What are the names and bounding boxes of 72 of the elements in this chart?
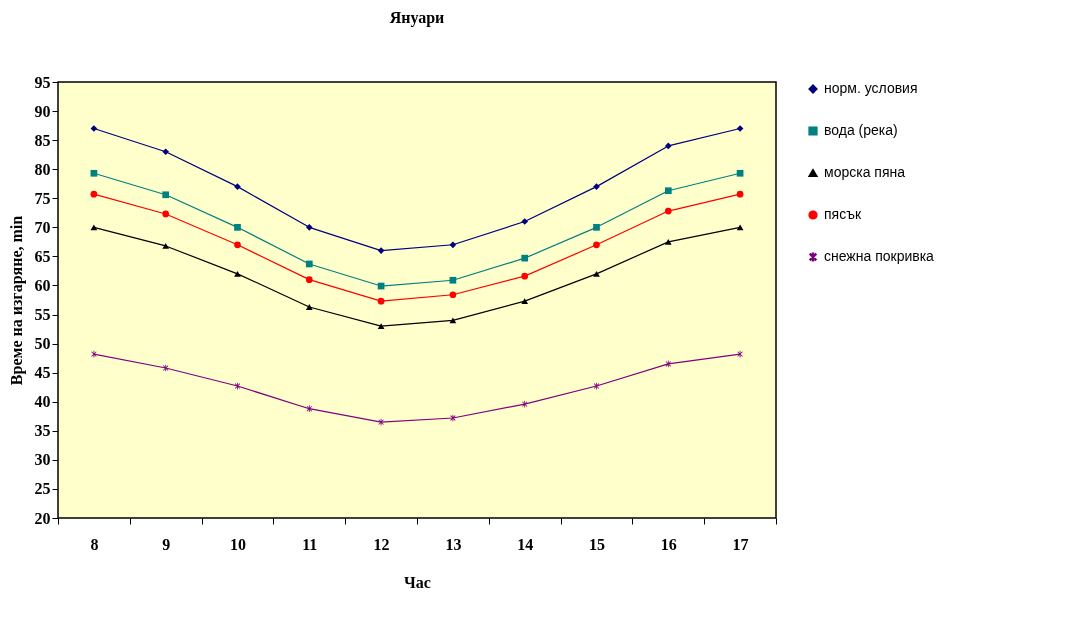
point: [377, 247, 385, 254]
point: [521, 218, 529, 225]
y-tick-label: 60: [34, 276, 51, 294]
point: [377, 297, 385, 305]
x-tick-label: 12: [373, 535, 390, 553]
point: [736, 169, 744, 177]
y-tick-label: 50: [34, 335, 51, 353]
point: [305, 304, 313, 310]
point: [90, 190, 98, 198]
point: [593, 183, 600, 190]
point: [664, 238, 672, 245]
point: [521, 254, 529, 262]
point: [449, 276, 457, 284]
x-tick-label: 15: [589, 535, 605, 553]
y-tick-label: 55: [34, 306, 51, 324]
x-tick-label: 9: [162, 535, 171, 553]
y-tick-label: 45: [34, 364, 51, 382]
point: [593, 223, 600, 231]
point: [234, 270, 241, 277]
y-tick-label: 85: [34, 131, 51, 149]
y-axis-title: Време на изгаряне, min: [7, 215, 26, 386]
x-tick-label: 13: [445, 535, 462, 553]
point: [736, 190, 744, 198]
y-tick-label: 35: [34, 422, 51, 440]
point: [521, 272, 529, 280]
x-tick-label: 11: [302, 535, 318, 553]
point: [305, 276, 313, 283]
chart-title: Януари: [389, 9, 445, 27]
point: [305, 223, 313, 231]
legend-label: морска пяна: [824, 164, 906, 180]
point: [234, 241, 241, 249]
point: [664, 207, 672, 215]
point: [90, 169, 98, 177]
y-tick-label: 95: [34, 73, 51, 91]
y-tick-label: 25: [34, 480, 51, 498]
point: [234, 183, 241, 190]
point: [162, 210, 170, 218]
point: [593, 270, 600, 277]
legend-label: вода (река): [824, 122, 898, 138]
y-tick-label: 20: [34, 509, 51, 527]
legend-label: норм. условия: [824, 80, 918, 96]
x-tick-label: 14: [517, 535, 534, 553]
point: [234, 223, 241, 231]
point: [162, 148, 170, 156]
point: [736, 224, 744, 231]
x-tick-label: 17: [732, 535, 749, 553]
point: [306, 405, 312, 413]
point: [664, 187, 672, 195]
x-axis-title: Час: [404, 573, 431, 591]
point: [664, 142, 672, 150]
x-tick-label: 16: [660, 535, 677, 553]
point: [234, 382, 241, 390]
y-tick-label: 75: [34, 189, 51, 207]
point: [449, 291, 457, 299]
y-tick-label: 40: [34, 393, 51, 411]
point: [377, 323, 385, 330]
point: [305, 260, 313, 268]
legend-label: снежна покривка: [824, 248, 935, 264]
y-tick-label: 65: [34, 247, 51, 265]
y-tick-label: 70: [34, 218, 51, 236]
point: [162, 191, 170, 199]
point: [593, 241, 600, 249]
legend-label: пясък: [824, 206, 862, 222]
y-tick-label: 90: [34, 102, 51, 120]
point: [162, 243, 170, 249]
x-tick-label: 10: [230, 535, 246, 553]
y-tick-label: 80: [34, 160, 51, 178]
x-tick-label: 8: [90, 535, 99, 553]
point: [449, 241, 457, 249]
y-tick-label: 30: [34, 451, 51, 469]
point: [521, 298, 529, 305]
point: [593, 382, 600, 390]
